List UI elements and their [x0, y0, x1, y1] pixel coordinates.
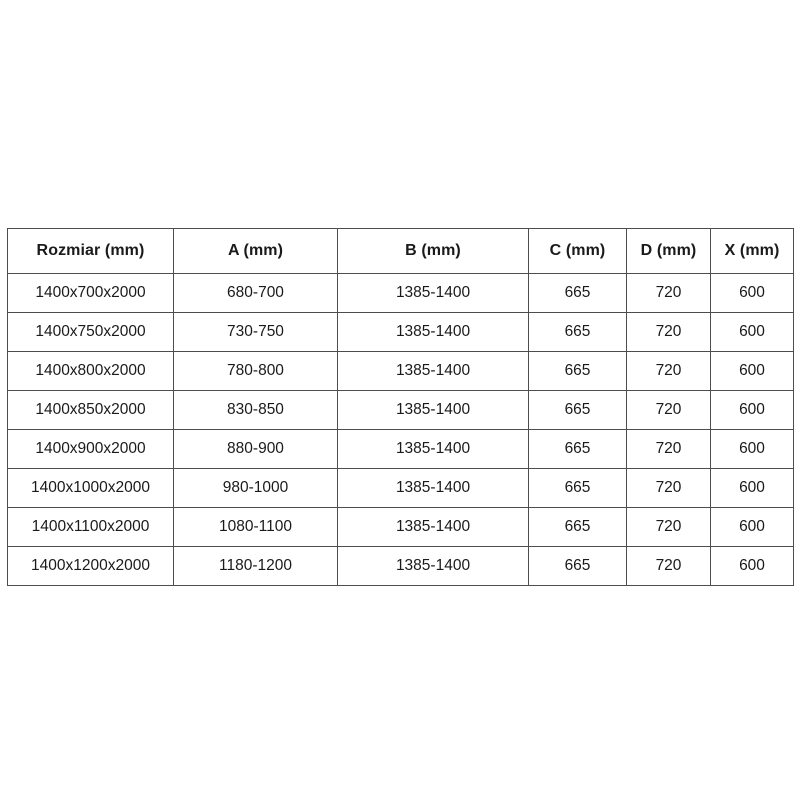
cell-x: 600 [710, 468, 794, 508]
cell-x: 600 [710, 546, 794, 586]
column-header-b: B (mm) [337, 228, 529, 274]
cell-size: 1400x1200x2000 [7, 546, 174, 586]
table-body: 1400x700x2000 680-700 1385-1400 665 720 … [7, 273, 794, 586]
column-header-d: D (mm) [626, 228, 711, 274]
cell-c: 665 [528, 546, 627, 586]
cell-a: 780-800 [173, 351, 338, 391]
cell-c: 665 [528, 429, 627, 469]
cell-c: 665 [528, 507, 627, 547]
cell-a: 1180-1200 [173, 546, 338, 586]
dimensions-table: Rozmiar (mm) A (mm) B (mm) C (mm) D (mm)… [7, 228, 794, 586]
cell-d: 720 [626, 273, 711, 313]
cell-a: 880-900 [173, 429, 338, 469]
cell-size: 1400x800x2000 [7, 351, 174, 391]
cell-size: 1400x900x2000 [7, 429, 174, 469]
column-header-x: X (mm) [710, 228, 794, 274]
cell-d: 720 [626, 468, 711, 508]
cell-b: 1385-1400 [337, 468, 529, 508]
table-row: 1400x1200x2000 1180-1200 1385-1400 665 7… [7, 546, 794, 586]
cell-b: 1385-1400 [337, 312, 529, 352]
table-header-row: Rozmiar (mm) A (mm) B (mm) C (mm) D (mm)… [7, 228, 794, 274]
cell-c: 665 [528, 351, 627, 391]
cell-d: 720 [626, 312, 711, 352]
cell-b: 1385-1400 [337, 507, 529, 547]
cell-c: 665 [528, 273, 627, 313]
cell-x: 600 [710, 351, 794, 391]
cell-d: 720 [626, 429, 711, 469]
cell-c: 665 [528, 390, 627, 430]
cell-x: 600 [710, 273, 794, 313]
cell-b: 1385-1400 [337, 390, 529, 430]
cell-d: 720 [626, 507, 711, 547]
cell-x: 600 [710, 390, 794, 430]
cell-size: 1400x750x2000 [7, 312, 174, 352]
spec-table-container: Rozmiar (mm) A (mm) B (mm) C (mm) D (mm)… [7, 228, 794, 586]
cell-a: 730-750 [173, 312, 338, 352]
cell-size: 1400x700x2000 [7, 273, 174, 313]
cell-size: 1400x1000x2000 [7, 468, 174, 508]
cell-x: 600 [710, 312, 794, 352]
cell-d: 720 [626, 390, 711, 430]
table-row: 1400x700x2000 680-700 1385-1400 665 720 … [7, 273, 794, 313]
cell-c: 665 [528, 312, 627, 352]
table-row: 1400x850x2000 830-850 1385-1400 665 720 … [7, 390, 794, 430]
column-header-c: C (mm) [528, 228, 627, 274]
table-row: 1400x900x2000 880-900 1385-1400 665 720 … [7, 429, 794, 469]
table-row: 1400x1000x2000 980-1000 1385-1400 665 72… [7, 468, 794, 508]
cell-a: 1080-1100 [173, 507, 338, 547]
cell-x: 600 [710, 507, 794, 547]
table-header: Rozmiar (mm) A (mm) B (mm) C (mm) D (mm)… [7, 228, 794, 274]
cell-d: 720 [626, 351, 711, 391]
cell-c: 665 [528, 468, 627, 508]
cell-a: 680-700 [173, 273, 338, 313]
column-header-a: A (mm) [173, 228, 338, 274]
cell-x: 600 [710, 429, 794, 469]
table-row: 1400x750x2000 730-750 1385-1400 665 720 … [7, 312, 794, 352]
cell-b: 1385-1400 [337, 546, 529, 586]
cell-size: 1400x850x2000 [7, 390, 174, 430]
cell-b: 1385-1400 [337, 351, 529, 391]
cell-a: 830-850 [173, 390, 338, 430]
cell-a: 980-1000 [173, 468, 338, 508]
table-row: 1400x1100x2000 1080-1100 1385-1400 665 7… [7, 507, 794, 547]
cell-size: 1400x1100x2000 [7, 507, 174, 547]
cell-b: 1385-1400 [337, 273, 529, 313]
cell-d: 720 [626, 546, 711, 586]
cell-b: 1385-1400 [337, 429, 529, 469]
table-row: 1400x800x2000 780-800 1385-1400 665 720 … [7, 351, 794, 391]
column-header-rozmiar: Rozmiar (mm) [7, 228, 174, 274]
